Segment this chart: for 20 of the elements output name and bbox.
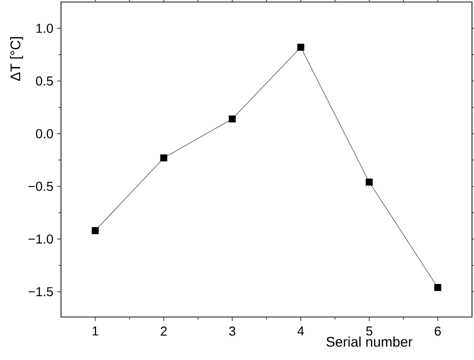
y-axis-title: ΔT [°C] — [10, 37, 24, 81]
x-tick-label: 3 — [229, 326, 236, 336]
x-tick-label: 6 — [434, 326, 441, 336]
x-tick-label: 2 — [160, 326, 167, 336]
x-tick-label: 1 — [92, 326, 98, 336]
y-tick-label: 0.0 — [36, 129, 53, 138]
x-tick-label: 4 — [297, 326, 304, 336]
y-tick-label: −0.5 — [28, 182, 53, 191]
point — [297, 44, 304, 51]
point — [434, 284, 442, 292]
point — [366, 178, 373, 186]
point — [160, 154, 168, 162]
x-tick-label: 5 — [366, 326, 372, 336]
point — [228, 115, 236, 122]
y-tick-label: 1.0 — [36, 24, 53, 33]
y-tick-label: 0.5 — [36, 76, 53, 86]
y-tick-label: −1.5 — [28, 287, 53, 296]
point — [92, 227, 99, 234]
y-tick-label: −1.0 — [28, 234, 53, 244]
x-axis-title: Serial number — [326, 336, 412, 347]
